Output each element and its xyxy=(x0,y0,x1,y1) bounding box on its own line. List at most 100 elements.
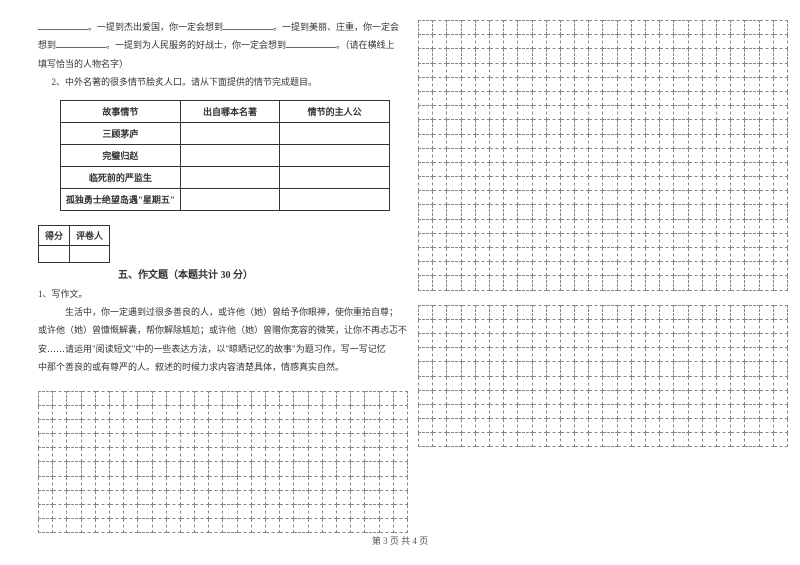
grid-cell[interactable] xyxy=(745,106,759,120)
grid-cell[interactable] xyxy=(745,120,759,134)
grid-cell[interactable] xyxy=(489,106,503,120)
grid-cell[interactable] xyxy=(166,462,180,476)
grid-cell[interactable] xyxy=(674,162,688,176)
grid-cell[interactable] xyxy=(266,505,280,519)
grid-cell[interactable] xyxy=(702,148,716,162)
grid-cell[interactable] xyxy=(433,91,447,105)
grid-cell[interactable] xyxy=(731,233,745,247)
grid-cell[interactable] xyxy=(773,63,787,77)
grid-cell[interactable] xyxy=(702,35,716,49)
grid-cell[interactable] xyxy=(560,348,574,362)
grid-cell[interactable] xyxy=(81,419,95,433)
grid-cell[interactable] xyxy=(660,120,674,134)
grid-cell[interactable] xyxy=(631,248,645,262)
grid-cell[interactable] xyxy=(180,505,194,519)
grid-cell[interactable] xyxy=(716,419,730,433)
grid-cell[interactable] xyxy=(759,219,773,233)
grid-cell[interactable] xyxy=(393,476,407,490)
grid-cell[interactable] xyxy=(67,448,81,462)
grid-cell[interactable] xyxy=(688,21,702,35)
grid-cell[interactable] xyxy=(603,233,617,247)
grid-cell[interactable] xyxy=(674,333,688,347)
grid-cell[interactable] xyxy=(532,35,546,49)
grid-cell[interactable] xyxy=(759,35,773,49)
grid-cell[interactable] xyxy=(773,348,787,362)
grid-cell[interactable] xyxy=(702,404,716,418)
cell-book[interactable] xyxy=(180,144,280,166)
grid-cell[interactable] xyxy=(124,490,138,504)
grid-cell[interactable] xyxy=(702,362,716,376)
grid-cell[interactable] xyxy=(195,391,209,405)
grid-cell[interactable] xyxy=(631,419,645,433)
grid-cell[interactable] xyxy=(546,106,560,120)
grid-cell[interactable] xyxy=(433,106,447,120)
grid-cell[interactable] xyxy=(419,319,433,333)
grid-cell[interactable] xyxy=(731,419,745,433)
grid-cell[interactable] xyxy=(759,134,773,148)
grid-cell[interactable] xyxy=(589,49,603,63)
grid-cell[interactable] xyxy=(266,405,280,419)
grid-cell[interactable] xyxy=(195,434,209,448)
grid-cell[interactable] xyxy=(475,433,489,447)
grid-cell[interactable] xyxy=(419,205,433,219)
grid-cell[interactable] xyxy=(393,419,407,433)
grid-cell[interactable] xyxy=(745,49,759,63)
grid-cell[interactable] xyxy=(660,248,674,262)
grid-cell[interactable] xyxy=(518,21,532,35)
grid-cell[interactable] xyxy=(731,120,745,134)
grid-cell[interactable] xyxy=(589,120,603,134)
grid-cell[interactable] xyxy=(251,448,265,462)
grid-cell[interactable] xyxy=(688,77,702,91)
grid-cell[interactable] xyxy=(419,120,433,134)
grid-cell[interactable] xyxy=(575,49,589,63)
grid-cell[interactable] xyxy=(447,35,461,49)
grid-cell[interactable] xyxy=(688,276,702,290)
grid-cell[interactable] xyxy=(745,305,759,319)
grid-cell[interactable] xyxy=(180,405,194,419)
grid-cell[interactable] xyxy=(518,390,532,404)
grid-cell[interactable] xyxy=(731,248,745,262)
grid-cell[interactable] xyxy=(251,490,265,504)
blank-field[interactable] xyxy=(38,20,88,30)
grid-cell[interactable] xyxy=(461,333,475,347)
grid-cell[interactable] xyxy=(266,448,280,462)
grid-cell[interactable] xyxy=(504,276,518,290)
grid-cell[interactable] xyxy=(575,348,589,362)
grid-cell[interactable] xyxy=(731,148,745,162)
grid-cell[interactable] xyxy=(419,91,433,105)
grid-cell[interactable] xyxy=(518,35,532,49)
grid-cell[interactable] xyxy=(646,419,660,433)
grid-cell[interactable] xyxy=(617,35,631,49)
cell-char[interactable] xyxy=(280,122,390,144)
grid-cell[interactable] xyxy=(631,49,645,63)
grid-cell[interactable] xyxy=(237,462,251,476)
grid-cell[interactable] xyxy=(688,120,702,134)
grid-cell[interactable] xyxy=(745,35,759,49)
grid-cell[interactable] xyxy=(475,21,489,35)
grid-cell[interactable] xyxy=(631,177,645,191)
grid-cell[interactable] xyxy=(546,390,560,404)
grid-cell[interactable] xyxy=(138,419,152,433)
grid-cell[interactable] xyxy=(646,63,660,77)
grid-cell[interactable] xyxy=(223,519,237,533)
grid-cell[interactable] xyxy=(166,391,180,405)
grid-cell[interactable] xyxy=(308,448,322,462)
grid-cell[interactable] xyxy=(489,390,503,404)
grid-cell[interactable] xyxy=(489,233,503,247)
grid-cell[interactable] xyxy=(461,63,475,77)
grid-cell[interactable] xyxy=(532,219,546,233)
grid-cell[interactable] xyxy=(447,162,461,176)
grid-cell[interactable] xyxy=(393,490,407,504)
grid-cell[interactable] xyxy=(419,419,433,433)
grid-cell[interactable] xyxy=(365,434,379,448)
grid-cell[interactable] xyxy=(688,35,702,49)
grid-cell[interactable] xyxy=(773,362,787,376)
grid-cell[interactable] xyxy=(322,391,336,405)
grid-cell[interactable] xyxy=(731,319,745,333)
grid-cell[interactable] xyxy=(589,305,603,319)
grid-cell[interactable] xyxy=(688,219,702,233)
grid-cell[interactable] xyxy=(731,177,745,191)
grid-cell[interactable] xyxy=(433,205,447,219)
grid-cell[interactable] xyxy=(180,462,194,476)
grid-cell[interactable] xyxy=(575,319,589,333)
